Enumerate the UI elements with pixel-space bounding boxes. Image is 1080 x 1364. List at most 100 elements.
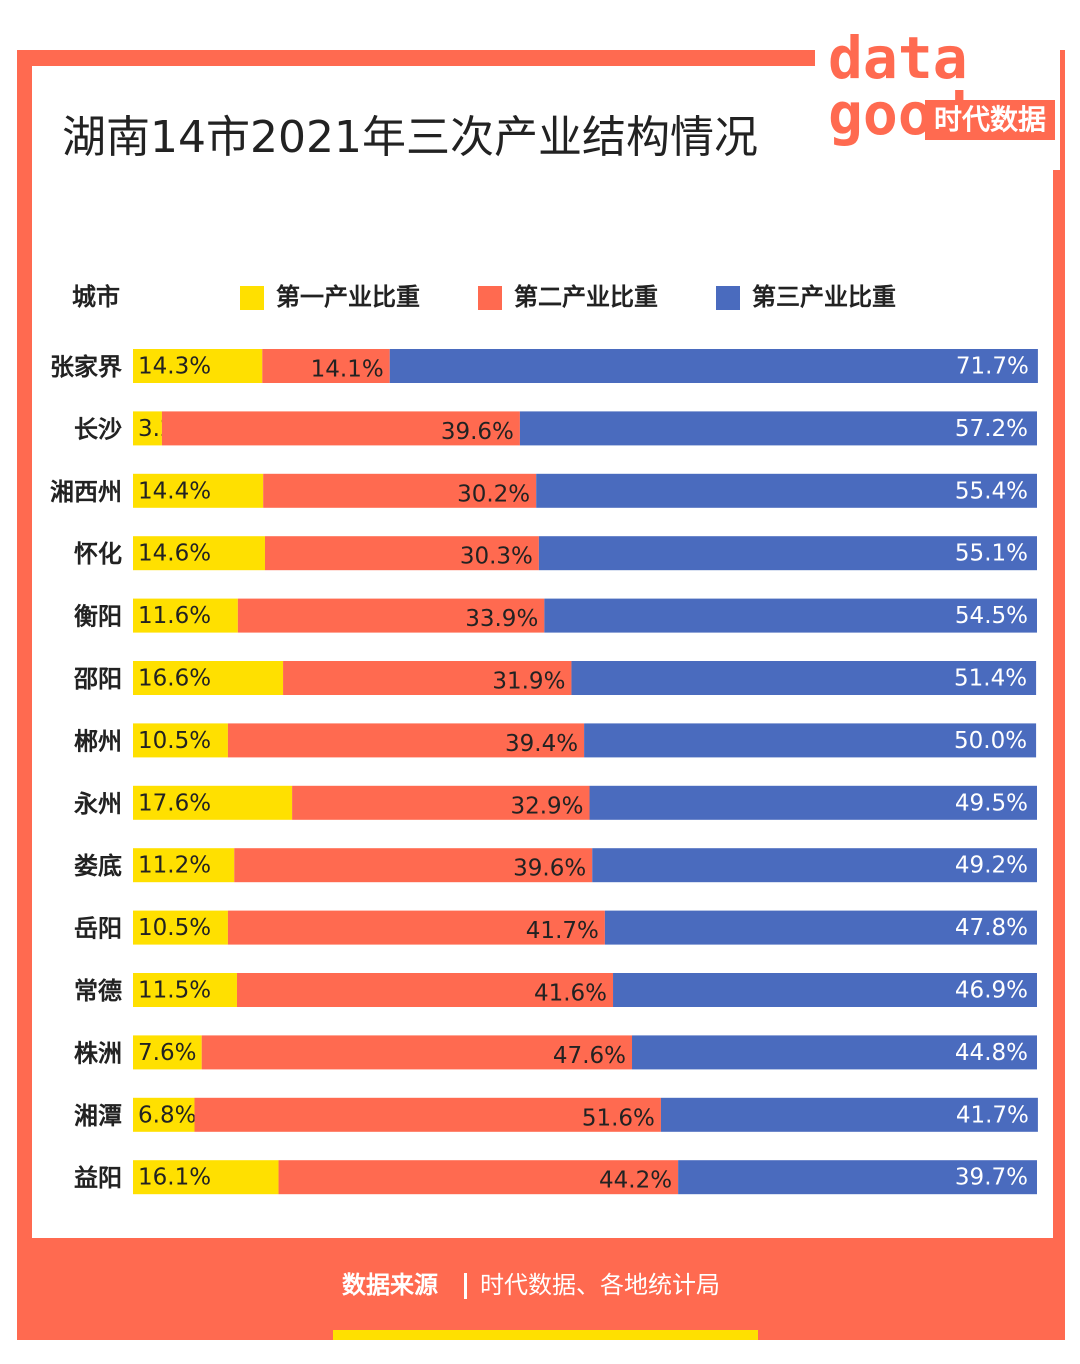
bar-segment: [133, 1097, 195, 1132]
value-label: 50.0%: [954, 728, 1027, 754]
bar-segment: [133, 349, 263, 383]
value-label: 54.5%: [955, 603, 1028, 629]
value-label: 16.1%: [138, 1165, 211, 1191]
bar-segment: [133, 848, 235, 883]
value-label: 41.6%: [534, 981, 607, 1007]
legend-label: 第二产业比重: [514, 283, 658, 311]
value-label: 44.8%: [955, 1040, 1028, 1066]
value-label: 31.9%: [492, 669, 565, 695]
bar-segment: [133, 411, 162, 446]
bar-segment: [604, 910, 1037, 945]
logo-bg: [815, 10, 1060, 170]
bar-segment: [201, 1035, 633, 1070]
bar-segment: [133, 1035, 202, 1070]
value-label: 14.4%: [138, 478, 211, 504]
category-label: 邵阳: [73, 665, 122, 693]
bar-segment: [264, 536, 539, 571]
footer-separator: [464, 1273, 467, 1299]
footer-accent: [333, 1330, 758, 1340]
bar-segment: [589, 785, 1037, 820]
legend-label: 第一产业比重: [276, 283, 420, 311]
value-label: 16.6%: [138, 666, 211, 692]
value-label: 30.2%: [457, 481, 530, 507]
bar-segment: [133, 536, 265, 571]
logo-line: data: [828, 24, 968, 92]
value-label: 33.9%: [465, 606, 538, 632]
category-label: 湘西州: [50, 478, 122, 506]
value-label: 57.2%: [955, 416, 1028, 442]
value-label: 7.6%: [138, 1040, 196, 1066]
bar-segment: [519, 411, 1037, 446]
category-label: 常德: [74, 977, 122, 1005]
value-label: 39.6%: [513, 856, 586, 882]
value-label: 6.8%: [138, 1102, 196, 1128]
bar-segment: [538, 536, 1037, 571]
value-label: 39.7%: [955, 1165, 1028, 1191]
bar-segment: [133, 661, 284, 695]
bar-segment: [592, 848, 1037, 883]
bar-segment: [544, 598, 1037, 633]
category-label: 益阳: [74, 1164, 122, 1192]
bar-segment: [262, 349, 390, 383]
category-label: 岳阳: [74, 915, 122, 943]
bar-segment: [389, 349, 1038, 383]
value-label: 14.1%: [311, 357, 384, 383]
logo-brand-bg: [925, 100, 1055, 140]
value-label: 11.6%: [138, 603, 211, 629]
legend-swatch: [716, 286, 740, 310]
value-label: 55.1%: [955, 541, 1028, 567]
category-label: 长沙: [74, 415, 122, 443]
bar-segment: [263, 473, 537, 508]
value-label: 51.6%: [582, 1105, 655, 1131]
value-label: 14.3%: [138, 354, 211, 380]
bar-segment: [234, 848, 593, 883]
logo-brand: 时代数据: [934, 103, 1046, 136]
bar-segment: [133, 1160, 279, 1195]
value-label: 47.8%: [955, 915, 1028, 941]
value-label: 39.4%: [505, 731, 578, 757]
value-label: 10.5%: [138, 728, 211, 754]
value-label: 49.5%: [955, 790, 1028, 816]
value-label: 30.3%: [460, 544, 533, 570]
value-label: 55.4%: [955, 478, 1028, 504]
value-label: 44.2%: [599, 1168, 672, 1194]
value-label: 41.7%: [956, 1102, 1029, 1128]
category-label: 怀化: [74, 540, 122, 568]
bar-segment: [133, 473, 264, 508]
legend-swatch: [240, 286, 264, 310]
value-label: 11.2%: [138, 853, 211, 879]
value-label: 51.4%: [954, 666, 1027, 692]
bar-segment: [133, 785, 293, 820]
category-label: 株洲: [74, 1039, 122, 1067]
value-label: 17.6%: [138, 790, 211, 816]
bar-segment: [584, 723, 1037, 758]
bar-segment: [133, 910, 228, 945]
bar-segment: [292, 785, 590, 820]
bar-segment: [536, 473, 1037, 508]
value-label: 46.9%: [955, 978, 1028, 1004]
bar-segment: [571, 661, 1037, 695]
bar-segment: [227, 723, 585, 758]
value-label: 41.7%: [526, 918, 599, 944]
category-label: 湘潭: [74, 1102, 122, 1130]
bar-segment: [133, 598, 238, 633]
value-label: 47.6%: [553, 1043, 626, 1069]
footer-source: 时代数据、各地统计局: [480, 1271, 720, 1299]
legend-label: 第三产业比重: [752, 283, 896, 311]
bar-segment: [632, 1035, 1037, 1070]
value-label: 14.6%: [138, 541, 211, 567]
chart-title: 湖南14市2021年三次产业结构情况: [62, 112, 758, 163]
category-label: 娄底: [74, 852, 122, 880]
value-label: 49.2%: [955, 853, 1028, 879]
value-label: 10.5%: [138, 915, 211, 941]
bar-segment: [278, 1160, 679, 1195]
category-label: 张家界: [50, 353, 122, 381]
bar-segment: [133, 973, 237, 1007]
bar-segment: [237, 598, 545, 633]
bar-segment: [194, 1097, 661, 1132]
footer-label: 数据来源: [342, 1271, 438, 1299]
bar-segment: [161, 411, 520, 446]
bar-segment: [613, 973, 1037, 1007]
